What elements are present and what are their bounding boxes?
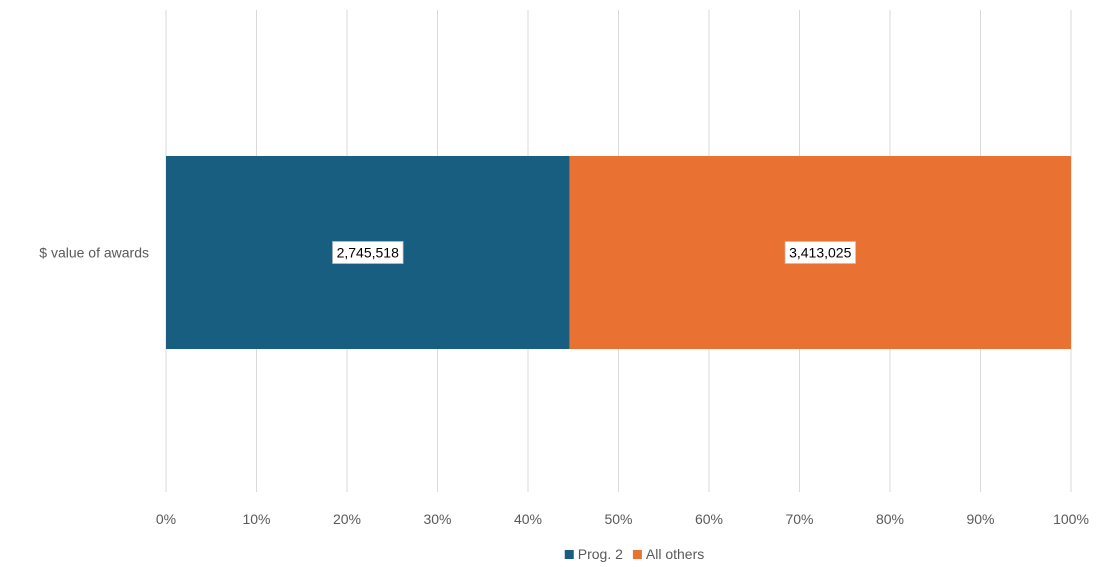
data-label: 3,413,025 — [789, 245, 851, 261]
category-label: $ value of awards — [39, 245, 149, 261]
data-label-box — [332, 241, 404, 264]
x-tick-label: 90% — [966, 511, 994, 527]
data-label-group: 2,745,518 — [332, 241, 404, 264]
bars — [166, 156, 1071, 349]
legend-label: All others — [646, 546, 704, 562]
data-label-box — [784, 241, 856, 264]
x-tick-label: 80% — [876, 511, 904, 527]
x-tick-label: 10% — [242, 511, 270, 527]
x-tick-label: 70% — [785, 511, 813, 527]
x-tick-label: 30% — [423, 511, 451, 527]
data-label-group: 3,413,025 — [784, 241, 856, 264]
legend: Prog. 2 All others — [564, 546, 704, 562]
category-labels: $ value of awards — [39, 245, 149, 261]
legend-item: All others — [632, 546, 704, 562]
data-label: 2,745,518 — [337, 245, 399, 261]
legend-swatch — [564, 550, 574, 559]
legend-label: Prog. 2 — [578, 546, 623, 562]
legend-swatch — [632, 550, 642, 559]
data-labels: 2,745,518 3,413,025 — [332, 241, 856, 264]
x-tick-label: 100% — [1053, 511, 1089, 527]
x-tick-label: 0% — [156, 511, 176, 527]
x-tick-label: 50% — [604, 511, 632, 527]
legend-item: Prog. 2 — [564, 546, 623, 562]
x-axis-tick-labels: 0% 10% 20% 30% 40% 50% 60% 70% 80% 90% 100% — [156, 511, 1089, 527]
x-tick-label: 20% — [333, 511, 361, 527]
x-tick-label: 40% — [514, 511, 542, 527]
x-tick-label: 60% — [695, 511, 723, 527]
